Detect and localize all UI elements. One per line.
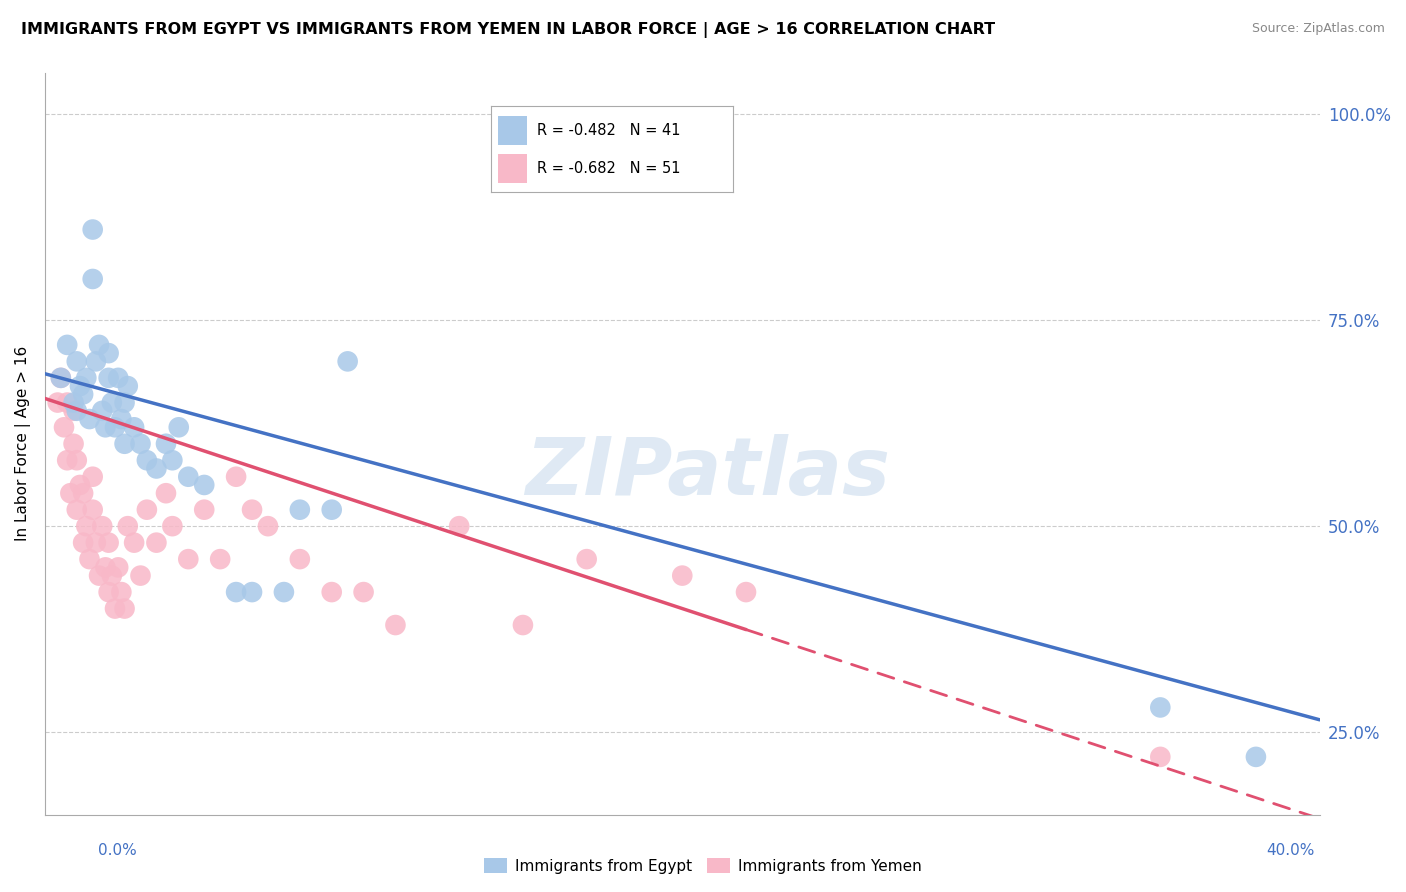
Point [59,486,82,500]
Point [110,585,132,599]
Point [1244,750,1267,764]
Text: 40.0%: 40.0% [1267,843,1315,858]
Point [49,371,72,385]
Point [82,502,104,516]
Point [117,519,139,533]
Point [257,519,280,533]
Point [336,354,359,368]
Point [225,469,247,483]
Point [94,560,117,574]
Point [97,371,120,385]
Point [91,519,114,533]
Point [66,404,89,418]
Point [56,453,79,467]
Point [66,502,89,516]
Point [155,436,177,450]
Point [72,387,94,401]
Point [75,519,97,533]
Text: 0.0%: 0.0% [98,843,138,858]
Point [114,395,136,409]
Point [321,502,343,516]
Point [69,379,91,393]
Point [75,371,97,385]
Point [72,535,94,549]
Point [671,568,693,582]
Point [240,502,263,516]
Point [101,568,124,582]
Point [62,436,84,450]
Point [122,535,145,549]
Point [735,585,758,599]
Point [114,601,136,615]
Point [209,552,232,566]
Point [321,585,343,599]
Point [273,585,295,599]
Point [97,346,120,360]
Point [240,585,263,599]
Point [49,371,72,385]
Point [53,420,76,434]
Text: ZIPatlas: ZIPatlas [526,434,890,512]
Point [384,618,406,632]
Point [84,354,107,368]
Point [177,469,200,483]
Point [1149,700,1171,714]
Point [353,585,375,599]
Point [101,395,124,409]
Point [72,486,94,500]
Point [69,478,91,492]
Point [162,519,184,533]
Point [288,502,311,516]
Point [114,436,136,450]
Point [87,338,110,352]
Point [129,436,152,450]
Point [117,379,139,393]
Y-axis label: In Labor Force | Age > 16: In Labor Force | Age > 16 [15,346,31,541]
Point [82,272,104,286]
Point [122,420,145,434]
Point [129,568,152,582]
Point [177,552,200,566]
Point [225,585,247,599]
Point [155,486,177,500]
Point [97,585,120,599]
Point [145,535,167,549]
Point [1149,750,1171,764]
Point [87,568,110,582]
Point [135,453,157,467]
Point [110,412,132,426]
Point [288,552,311,566]
Point [512,618,534,632]
Point [46,395,69,409]
Point [107,371,129,385]
Point [79,552,101,566]
Point [145,461,167,475]
Point [91,404,114,418]
Point [449,519,471,533]
Point [167,420,190,434]
Point [135,502,157,516]
Point [56,338,79,352]
Point [82,469,104,483]
Point [66,354,89,368]
Point [79,412,101,426]
Point [82,222,104,236]
Point [162,453,184,467]
Point [107,560,129,574]
Point [62,404,84,418]
Point [84,535,107,549]
Point [97,535,120,549]
Point [66,453,89,467]
Point [104,420,127,434]
Legend: Immigrants from Egypt, Immigrants from Yemen: Immigrants from Egypt, Immigrants from Y… [478,852,928,880]
Text: IMMIGRANTS FROM EGYPT VS IMMIGRANTS FROM YEMEN IN LABOR FORCE | AGE > 16 CORRELA: IMMIGRANTS FROM EGYPT VS IMMIGRANTS FROM… [21,22,995,38]
Point [62,395,84,409]
Point [104,601,127,615]
Point [575,552,598,566]
Point [56,395,79,409]
Point [94,420,117,434]
Point [193,478,215,492]
Point [193,502,215,516]
Text: Source: ZipAtlas.com: Source: ZipAtlas.com [1251,22,1385,36]
